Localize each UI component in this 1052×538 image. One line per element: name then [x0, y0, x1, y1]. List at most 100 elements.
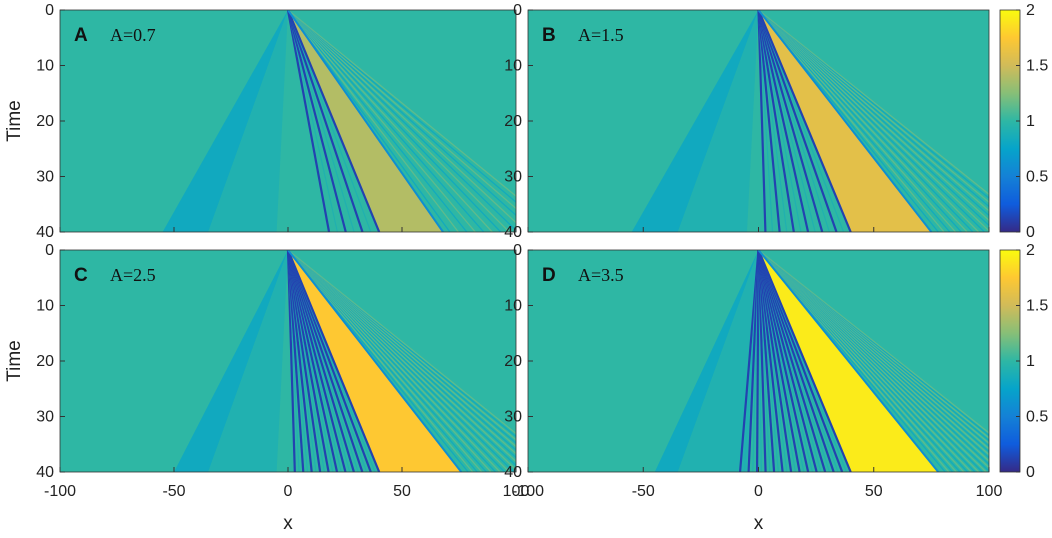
- colorbar-tick-label: 0: [1026, 224, 1035, 241]
- dispersive-tail-line: [287, 10, 485, 232]
- colorbar-tick-label: 1.5: [1026, 58, 1048, 75]
- x-tick-label: -100: [44, 483, 76, 500]
- colorbar-tick-label: 1: [1026, 353, 1035, 370]
- colorbar-tick-label: 1.5: [1026, 298, 1048, 315]
- dispersive-tail-line: [758, 10, 968, 232]
- dark-soliton-line: [286, 250, 339, 472]
- colorbar-tick-label: 0.5: [1026, 409, 1048, 426]
- amplitude-label: A=2.5: [110, 265, 156, 285]
- dark-soliton-line: [286, 10, 331, 232]
- x-tick-label: -50: [632, 483, 655, 500]
- y-tick-label: 30: [36, 169, 54, 186]
- amplitude-label: A=0.7: [110, 25, 156, 45]
- dispersive-tail-line: [758, 10, 989, 232]
- dark-soliton-line: [286, 250, 296, 472]
- dark-soliton-line: [286, 250, 322, 472]
- y-tick-label: 10: [36, 58, 54, 75]
- panel-letter: D: [542, 265, 556, 286]
- dark-soliton-line: [757, 10, 852, 232]
- dark-soliton-line: [286, 10, 364, 232]
- dispersive-tail-line: [287, 10, 516, 197]
- panel-letter: C: [74, 265, 88, 286]
- dark-soliton-line: [757, 250, 784, 472]
- x-tick-label: 50: [865, 483, 883, 500]
- dark-soliton-line: [286, 250, 347, 472]
- amplitude-label: A=3.5: [578, 265, 624, 285]
- y-tick-label: 40: [36, 224, 54, 241]
- colorbar-top: 0 0.5 1 1.5 2: [999, 2, 1048, 241]
- heatmap-area: [60, 250, 516, 472]
- heatmap-background: [60, 250, 516, 472]
- x-tick-label: 0: [284, 483, 293, 500]
- dispersive-tail-line: [287, 10, 516, 217]
- dispersive-tail-line: [758, 10, 985, 232]
- x-tick-label: 0: [754, 483, 763, 500]
- y-tick-label: 20: [36, 113, 54, 130]
- heatmap-background: [528, 10, 989, 232]
- x-tick-label: 100: [976, 483, 1003, 500]
- dark-soliton-line: [286, 250, 313, 472]
- dsw-gap-line: [757, 10, 816, 232]
- panel-letter: A: [74, 25, 88, 46]
- dispersive-tail-line: [758, 10, 974, 232]
- colorbar-bottom: 0 0.5 1 1.5 2: [999, 242, 1048, 481]
- dsw-gap-line: [287, 10, 338, 232]
- axes-frame: [59, 9, 517, 233]
- dark-soliton-line: [286, 250, 372, 472]
- axes-frame: [527, 9, 990, 233]
- dark-soliton-line: [757, 250, 793, 472]
- x-tick-label: 50: [393, 483, 411, 500]
- dark-soliton-line: [286, 10, 381, 232]
- y-tick-label: 30: [504, 409, 522, 426]
- dsw-gap-line: [757, 10, 774, 232]
- panel-letter: B: [542, 25, 556, 46]
- dark-soliton-line: [755, 250, 760, 472]
- dispersive-tail-line: [287, 10, 468, 232]
- amplitude-label: A=1.5: [578, 25, 624, 45]
- dark-soliton-line: [757, 250, 852, 472]
- y-tick-label: 0: [513, 2, 522, 19]
- axes-frame: [527, 249, 990, 473]
- dispersive-tail-line: [287, 10, 516, 203]
- y-tick-label: 40: [504, 464, 522, 481]
- dark-soliton-line: [757, 10, 767, 232]
- dispersive-tail-line: [758, 10, 989, 196]
- dark-soliton-line: [286, 250, 305, 472]
- x-tick-label: -50: [162, 483, 185, 500]
- dark-soliton-line: [757, 10, 838, 232]
- rarefaction-fan: [174, 250, 288, 472]
- y-tick-label: 20: [504, 113, 522, 130]
- dispersive-tail-line: [758, 10, 980, 232]
- y-tick-label: 0: [513, 242, 522, 259]
- y-tick-label: 0: [45, 2, 54, 19]
- y-tick-label: 30: [504, 169, 522, 186]
- y-axis-label: Time: [4, 100, 25, 142]
- dark-soliton-line: [757, 10, 824, 232]
- dark-soliton-line: [286, 250, 330, 472]
- plateau-edge-line: [287, 10, 444, 232]
- dark-soliton-line: [757, 10, 781, 232]
- dark-soliton-line: [757, 250, 844, 472]
- y-tick-label: 20: [504, 353, 522, 370]
- dispersive-tail-line: [287, 250, 516, 435]
- dispersive-tail-line: [287, 10, 476, 232]
- y-tick-label: 0: [45, 242, 54, 259]
- heatmap-area: [528, 250, 989, 472]
- y-axis-label: Time: [4, 340, 25, 382]
- panel-a: 0 10 20 30 40 Time A A=0.7: [4, 2, 517, 241]
- x-axis-label: x: [283, 513, 293, 534]
- dark-soliton-line: [757, 250, 810, 472]
- y-tick-label: 30: [36, 409, 54, 426]
- rarefaction-fan-inner: [208, 250, 288, 472]
- rarefaction-fan-inner: [208, 10, 288, 232]
- dark-soliton-line: [747, 250, 760, 472]
- rarefaction-fan-inner: [677, 250, 759, 472]
- dark-soliton-line: [757, 250, 818, 472]
- plateau-edge-line: [287, 250, 463, 472]
- dsw-gap-line: [757, 10, 788, 232]
- dark-soliton-line: [757, 250, 827, 472]
- dispersive-tail-line: [287, 10, 502, 232]
- y-tick-label: 10: [36, 298, 54, 315]
- x-axis-label: x: [754, 513, 764, 534]
- rarefaction-fan: [162, 10, 288, 232]
